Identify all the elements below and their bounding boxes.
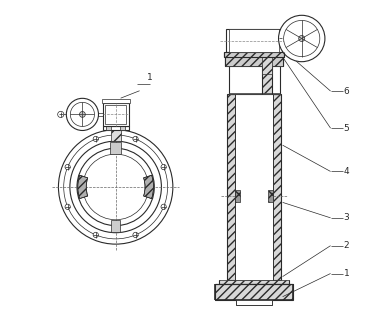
Circle shape [299, 36, 305, 41]
Bar [110, 142, 121, 154]
Bar [235, 94, 273, 280]
Circle shape [70, 141, 161, 233]
Circle shape [58, 130, 173, 244]
Text: 5: 5 [343, 124, 349, 133]
Bar [235, 190, 240, 202]
Text: 2: 2 [343, 241, 349, 250]
Bar [227, 94, 235, 280]
Text: 6: 6 [343, 86, 349, 95]
Circle shape [93, 232, 98, 237]
Circle shape [67, 98, 98, 130]
Bar [107, 126, 111, 130]
Circle shape [64, 135, 168, 239]
Bar [105, 105, 126, 124]
Wedge shape [144, 175, 154, 199]
Circle shape [133, 232, 138, 237]
Bar [225, 57, 283, 66]
Circle shape [284, 20, 320, 56]
Bar [268, 190, 273, 202]
Circle shape [93, 136, 98, 142]
Circle shape [133, 136, 138, 142]
Bar [215, 284, 293, 300]
Bar [224, 52, 284, 57]
Wedge shape [78, 175, 88, 199]
Bar [225, 57, 283, 66]
Bar [102, 99, 130, 103]
Bar [103, 103, 129, 126]
Circle shape [70, 102, 95, 126]
Circle shape [79, 111, 85, 117]
Bar [111, 130, 121, 141]
Circle shape [161, 164, 166, 170]
Circle shape [77, 148, 154, 226]
Circle shape [65, 204, 70, 209]
Bar [111, 220, 120, 232]
Bar [228, 63, 280, 94]
Circle shape [65, 164, 70, 170]
Circle shape [161, 204, 166, 209]
Bar [228, 93, 280, 94]
Bar [103, 126, 129, 130]
Bar [262, 56, 272, 74]
Bar [229, 29, 279, 52]
Bar [262, 65, 272, 94]
Bar [236, 300, 272, 305]
Bar [219, 280, 289, 284]
Bar [226, 29, 282, 52]
Circle shape [279, 15, 325, 62]
Circle shape [58, 111, 64, 118]
Text: 3: 3 [343, 213, 349, 222]
Text: 1: 1 [343, 269, 349, 278]
Bar [273, 94, 281, 280]
Circle shape [83, 154, 149, 220]
Text: 4: 4 [343, 167, 349, 176]
Bar [120, 126, 125, 130]
Text: 1: 1 [147, 73, 152, 82]
